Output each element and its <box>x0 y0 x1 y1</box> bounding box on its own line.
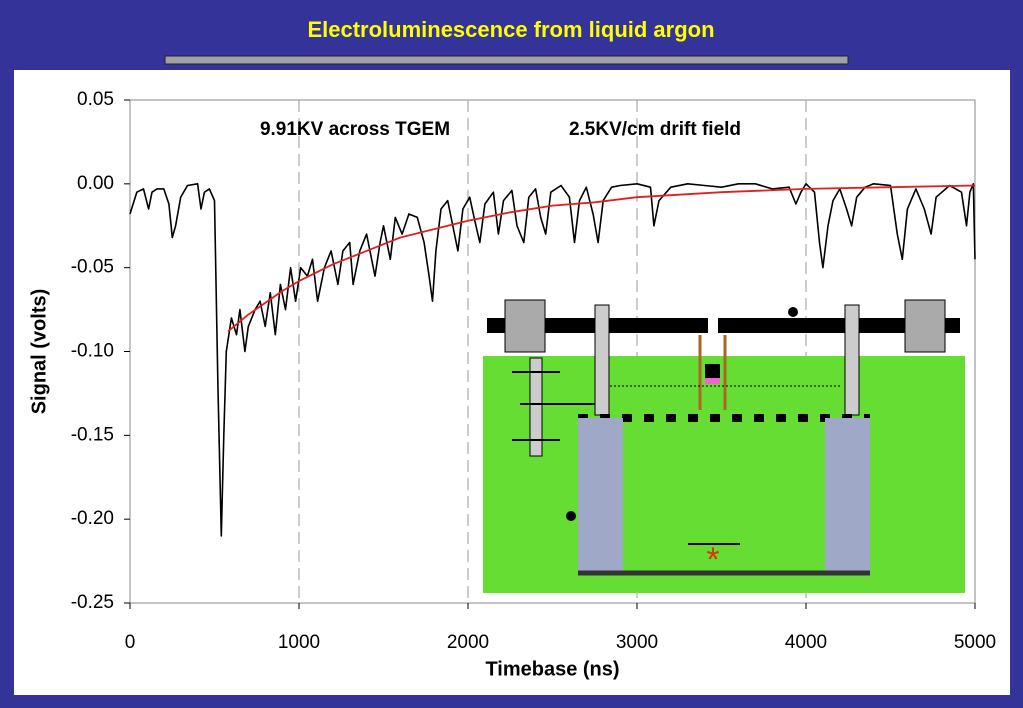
flange-gap <box>708 316 718 335</box>
bolt <box>504 299 546 353</box>
y-tick-label: -0.20 <box>71 508 114 529</box>
y-tick-label: -0.15 <box>71 424 114 445</box>
field-cage <box>825 418 870 573</box>
annotation: 2.5KV/cm drift field <box>569 119 741 140</box>
detector-diagram: * <box>483 299 965 593</box>
y-axis-label: Signal (volts) <box>28 289 50 415</box>
slide-title: Electroluminescence from liquid argon <box>307 17 714 42</box>
y-tick-label: -0.05 <box>71 257 114 278</box>
y-tick-label: 0.05 <box>77 89 114 110</box>
rod <box>529 357 543 457</box>
x-tick-label: 0 <box>125 632 136 653</box>
source-star: * <box>706 541 719 579</box>
tgem-layer <box>705 378 720 384</box>
field-cage <box>578 418 623 573</box>
dot <box>566 511 576 521</box>
top-flange <box>487 318 960 333</box>
y-tick-label: 0.00 <box>77 173 114 194</box>
data-line <box>129 183 976 537</box>
x-tick-label: 3000 <box>616 632 658 653</box>
rod <box>594 304 610 416</box>
annotation: 9.91KV across TGEM <box>260 119 450 140</box>
tgem <box>705 364 720 378</box>
x-tick-label: 2000 <box>447 632 489 653</box>
x-tick-label: 5000 <box>954 632 996 653</box>
dot <box>788 307 798 317</box>
title-rule <box>164 55 849 65</box>
x-tick-label: 1000 <box>278 632 320 653</box>
x-axis-label: Timebase (ns) <box>485 658 619 680</box>
y-tick-label: -0.25 <box>71 592 114 613</box>
y-tick-label: -0.10 <box>71 341 114 362</box>
plot: 0 1000 2000 3000 4000 5000 0.05 0.00 -0.05 -0.10 -… <box>28 89 996 680</box>
bolt <box>904 299 946 353</box>
x-tick-label: 4000 <box>785 632 827 653</box>
data-line <box>227 184 976 333</box>
rod <box>844 304 860 416</box>
